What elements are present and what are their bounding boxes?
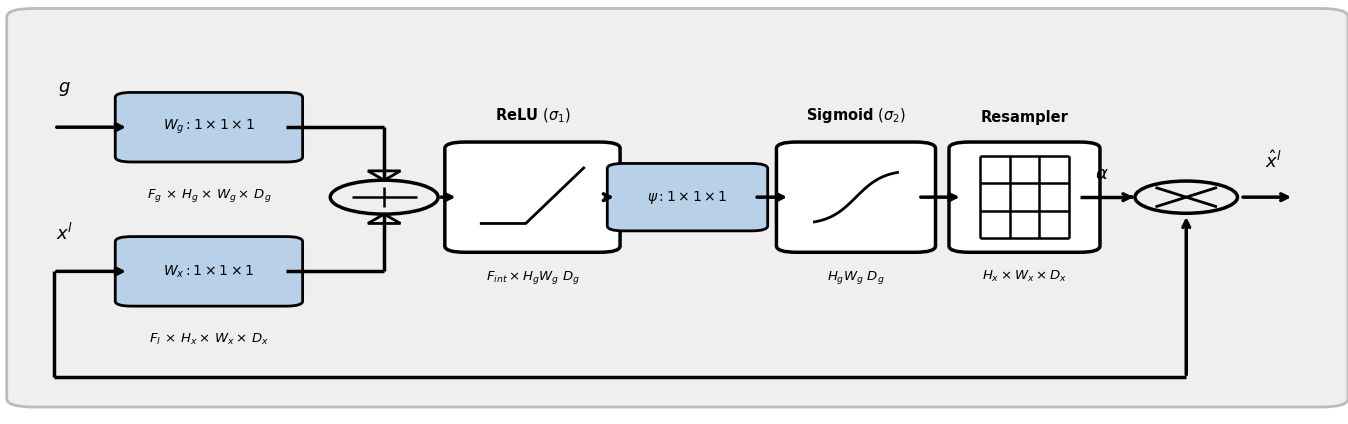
Text: $W_g : 1 \times 1 \times 1$: $W_g : 1 \times 1 \times 1$ [163, 118, 255, 137]
FancyBboxPatch shape [607, 164, 768, 231]
FancyBboxPatch shape [949, 142, 1100, 252]
Text: $F_g\,\times\,H_g\times\,W_g\times\,D_g$: $F_g\,\times\,H_g\times\,W_g\times\,D_g$ [147, 187, 271, 204]
FancyBboxPatch shape [445, 142, 620, 252]
Text: ReLU $(\sigma_1)$: ReLU $(\sigma_1)$ [495, 107, 570, 125]
Text: $F_{\mathregular{int}}\times H_g W_g\ D_g$: $F_{\mathregular{int}}\times H_g W_g\ D_… [485, 269, 580, 286]
Text: $H_g W_g\ D_g$: $H_g W_g\ D_g$ [828, 269, 884, 286]
FancyBboxPatch shape [116, 92, 303, 162]
FancyBboxPatch shape [7, 8, 1348, 407]
Text: $\hat{x}^l$: $\hat{x}^l$ [1266, 151, 1282, 172]
FancyBboxPatch shape [776, 142, 936, 252]
Text: $\psi : 1 \times 1 \times 1$: $\psi : 1 \times 1 \times 1$ [647, 189, 728, 206]
Text: $F_l\,\times\,H_x\times\,W_x\times\,D_x$: $F_l\,\times\,H_x\times\,W_x\times\,D_x$ [148, 332, 270, 347]
Text: $g$: $g$ [58, 80, 71, 98]
FancyBboxPatch shape [116, 237, 303, 306]
Text: $W_x : 1 \times 1 \times 1$: $W_x : 1 \times 1 \times 1$ [163, 263, 255, 279]
Text: $H_x \times W_x \times D_x$: $H_x \times W_x \times D_x$ [981, 269, 1068, 285]
Text: Resampler: Resampler [980, 110, 1069, 125]
Text: $\alpha$: $\alpha$ [1095, 165, 1108, 183]
Text: $x^l$: $x^l$ [57, 223, 73, 244]
Text: Sigmoid $(\sigma_2)$: Sigmoid $(\sigma_2)$ [806, 106, 906, 125]
